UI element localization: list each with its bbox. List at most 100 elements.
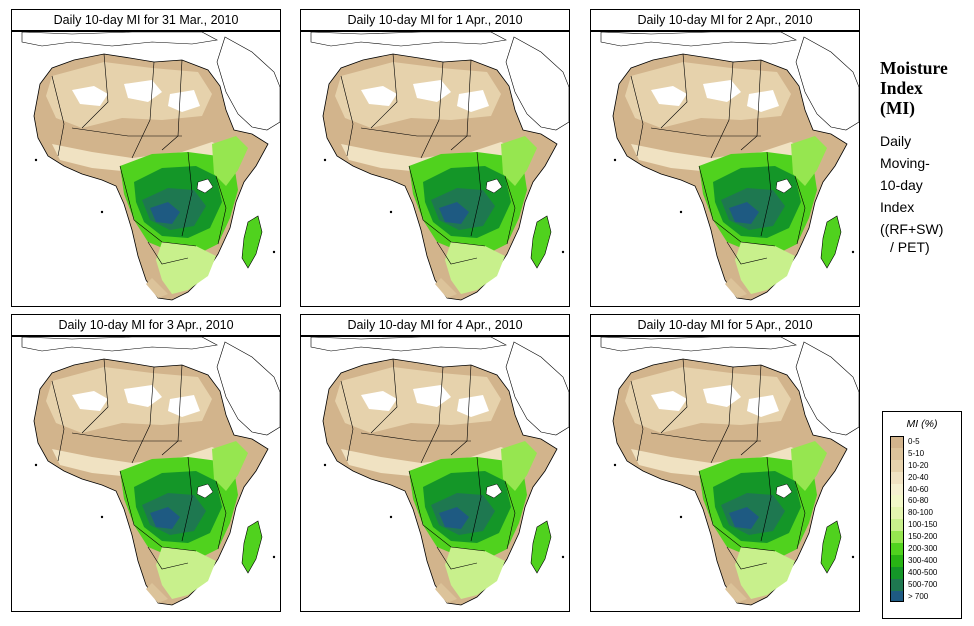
legend-label: 80-100 [908, 508, 933, 518]
panel-title: Daily 10-day MI for 5 Apr., 2010 [590, 314, 860, 336]
arabia-outline [505, 36, 569, 131]
arabia-outline [216, 341, 280, 436]
southern-green [445, 242, 505, 294]
europe-outline [21, 32, 218, 47]
sahara-white-1 [361, 391, 397, 411]
arabia-outline [505, 341, 569, 436]
sahara-white-1 [72, 391, 108, 411]
southern-green [735, 547, 795, 599]
arabia-outline [795, 341, 859, 436]
island-3 [561, 250, 565, 254]
map-panel-2: Daily 10-day MI for 1 Apr., 2010 [300, 9, 570, 307]
formula-line: / PET) [890, 239, 930, 255]
wet-zone-deepest [150, 507, 180, 529]
southern-green [156, 242, 216, 294]
legend-item: 200-300 [890, 543, 937, 555]
legend-swatch [890, 590, 904, 603]
lake-victoria [775, 483, 793, 499]
wet-zone-deepest [150, 202, 180, 224]
legend-swatch [890, 507, 904, 520]
madagascar [820, 520, 842, 574]
map-panel-3: Daily 10-day MI for 2 Apr., 2010 [590, 9, 860, 307]
legend-swatch [890, 495, 904, 508]
legend-item: 60-80 [890, 495, 937, 508]
legend-swatch [890, 543, 904, 555]
sahara-white-3 [457, 395, 489, 417]
wet-zone-deepest [729, 202, 759, 224]
country-borders [51, 358, 227, 570]
legend-label: 20-40 [908, 472, 929, 482]
sahara-white-1 [361, 86, 397, 106]
legend-label: 60-80 [908, 496, 929, 506]
europe-outline [600, 32, 797, 47]
island-1 [323, 158, 327, 162]
wet-zone-deepest [439, 507, 469, 529]
island-1 [613, 463, 617, 467]
map-panel-6: Daily 10-day MI for 5 Apr., 2010 [590, 314, 860, 612]
africa-map [590, 336, 860, 612]
map-panel-4: Daily 10-day MI for 3 Apr., 2010 [11, 314, 281, 612]
island-3 [272, 555, 276, 559]
madagascar [241, 215, 263, 269]
lake-victoria [196, 483, 214, 499]
legend-label: 100-150 [908, 520, 938, 530]
legend-item: 100-150 [890, 519, 938, 532]
island-2 [679, 210, 683, 214]
legend-label: > 700 [908, 591, 929, 601]
southern-green [156, 547, 216, 599]
index-subtitle-line: 10-day [880, 177, 923, 193]
south-tip-sand [725, 278, 747, 298]
legend-item: > 700 [890, 590, 937, 603]
sahara-white-3 [168, 395, 200, 417]
legend-swatch [890, 483, 904, 496]
legend-swatch [890, 554, 904, 567]
madagascar [820, 215, 842, 269]
legend-swatch [890, 459, 904, 472]
legend-item: 40-60 [890, 483, 937, 496]
lake-victoria [485, 178, 503, 194]
legend-item: 150-200 [890, 531, 937, 544]
map-panel-5: Daily 10-day MI for 4 Apr., 2010 [300, 314, 570, 612]
europe-outline [21, 337, 218, 352]
sahara-white-1 [651, 86, 687, 106]
europe-outline [600, 337, 797, 352]
africa-map [300, 31, 570, 307]
legend-item: 5-10 [890, 447, 937, 460]
legend-swatch [890, 566, 904, 579]
arabia-outline [216, 36, 280, 131]
south-tip-sand [435, 278, 457, 298]
madagascar [530, 215, 552, 269]
country-borders [340, 53, 516, 265]
panel-title: Daily 10-day MI for 3 Apr., 2010 [11, 314, 281, 336]
legend-item: 10-20 [890, 459, 937, 472]
legend-label: 500-700 [908, 579, 938, 589]
island-3 [561, 555, 565, 559]
sahara-white-3 [747, 395, 779, 417]
island-3 [851, 555, 855, 559]
wet-zone-deepest [439, 202, 469, 224]
legend-swatch [890, 447, 904, 460]
lake-victoria [775, 178, 793, 194]
formula-line: ((RF+SW) [880, 221, 944, 237]
legend-label: 5-10 [908, 448, 925, 458]
east-africa-green [791, 441, 827, 491]
island-1 [613, 158, 617, 162]
sahara-white-1 [72, 86, 108, 106]
legend-item: 80-100 [890, 507, 937, 520]
madagascar [241, 520, 263, 574]
europe-outline [310, 337, 507, 352]
legend-rows: 0-5 5-10 10-20 20-40 40-60 60-80 80-100 100-150… [890, 436, 938, 603]
legend-swatch [890, 578, 904, 591]
lake-victoria [485, 483, 503, 499]
map-panel-1: Daily 10-day MI for 31 Mar., 2010 [11, 9, 281, 307]
africa-map [300, 336, 570, 612]
east-africa-green [212, 136, 248, 186]
island-2 [100, 210, 104, 214]
sahara-white-3 [747, 90, 779, 112]
island-3 [272, 250, 276, 254]
legend-label: 10-20 [908, 460, 929, 470]
sahara-white-3 [168, 90, 200, 112]
island-1 [323, 463, 327, 467]
legend-item: 400-500 [890, 566, 937, 579]
panel-title: Daily 10-day MI for 31 Mar., 2010 [11, 9, 281, 31]
